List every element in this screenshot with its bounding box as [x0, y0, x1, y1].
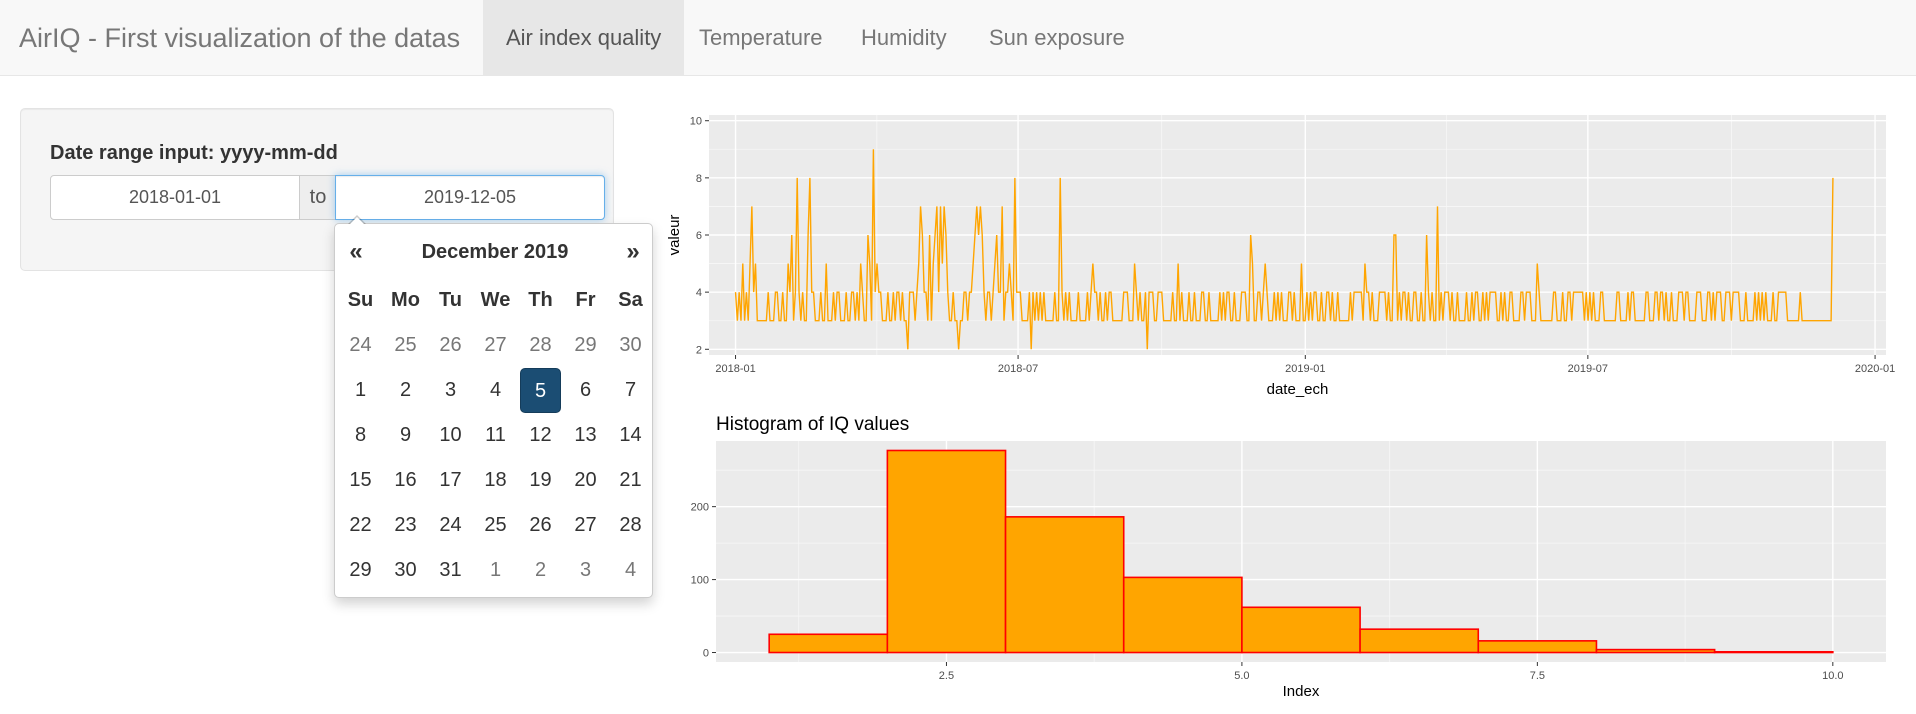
- end-date-input[interactable]: 2019-12-05: [335, 175, 605, 220]
- calendar-day-selected[interactable]: 5: [520, 368, 561, 413]
- calendar-day[interactable]: 27: [484, 334, 507, 356]
- y-tick-label: 2: [696, 344, 702, 356]
- calendar-day[interactable]: 15: [349, 469, 372, 491]
- calendar-day[interactable]: 26: [529, 514, 552, 536]
- weekday-header: We: [480, 289, 511, 311]
- calendar-day[interactable]: 7: [624, 379, 637, 401]
- date-range-separator: to: [300, 175, 336, 220]
- calendar-day[interactable]: 25: [484, 514, 507, 536]
- calendar-day[interactable]: 12: [529, 424, 552, 446]
- calendar-day[interactable]: 13: [574, 424, 597, 446]
- histogram-title: Histogram of IQ values: [716, 414, 909, 435]
- start-date-input[interactable]: 2018-01-01: [50, 175, 300, 220]
- line-chart: 2 4 6 8 10 2018-01 2018-07 2019-01 2019-07 2020-0…: [666, 115, 1895, 398]
- x-tick-label: 2019-07: [1568, 363, 1608, 375]
- tab-humidity[interactable]: Humidity: [861, 25, 947, 50]
- x-tick-label: 7.5: [1530, 670, 1545, 682]
- month-title[interactable]: December 2019: [421, 241, 569, 263]
- datepicker-dropdown: « December 2019 » Su Mo Tu We Th Fr Sa 24 25 26 27…: [334, 215, 653, 598]
- x-axis-title: date_ech: [1267, 381, 1329, 398]
- histogram-bar: [886, 449, 1007, 654]
- calendar-day[interactable]: 2: [399, 379, 412, 401]
- calendar-day[interactable]: 4: [489, 379, 502, 401]
- calendar-grid: Su Mo Tu We Th Fr Sa 24 25 26 27 28 29 30 1 2 3 4 5 6 7 8 9 10 1…: [338, 278, 651, 593]
- calendar-day[interactable]: 29: [574, 334, 597, 356]
- x-tick-label: 2020-01: [1855, 363, 1895, 375]
- x-tick-label: 2.5: [939, 670, 954, 682]
- x-tick-label: 2018-01: [715, 363, 755, 375]
- calendar-day[interactable]: 3: [579, 559, 592, 581]
- weekday-header: Th: [528, 289, 553, 311]
- datepicker-caret-inner: [349, 217, 365, 225]
- histogram-bar: [1713, 650, 1834, 654]
- calendar-day[interactable]: 9: [399, 424, 412, 446]
- tab-temperature[interactable]: Temperature: [699, 25, 823, 50]
- calendar-day[interactable]: 6: [579, 379, 592, 401]
- series-line: [734, 149, 1834, 350]
- calendar-day[interactable]: 28: [619, 514, 642, 536]
- calendar-day[interactable]: 17: [439, 469, 462, 491]
- y-tick-label: 0: [703, 648, 709, 660]
- calendar-day[interactable]: 26: [439, 334, 462, 356]
- calendar-day[interactable]: 1: [354, 379, 367, 401]
- calendar-day[interactable]: 14: [619, 424, 642, 446]
- weekday-header: Sa: [618, 289, 643, 311]
- y-tick-label: 4: [696, 287, 702, 299]
- calendar-day[interactable]: 2: [534, 559, 547, 581]
- calendar-day[interactable]: 23: [394, 514, 417, 536]
- date-range-label: Date range input: yyyy-mm-dd: [50, 142, 338, 164]
- app-title: AirIQ - First visualization of the datas: [19, 23, 461, 53]
- weekday-header: Mo: [391, 289, 420, 311]
- histogram-bar: [1241, 606, 1361, 654]
- calendar-day[interactable]: 21: [619, 469, 642, 491]
- weekday-header: Fr: [575, 289, 596, 311]
- next-month-button[interactable]: »: [626, 238, 640, 265]
- x-tick-label: 2019-01: [1285, 363, 1325, 375]
- x-tick-label: 5.0: [1234, 670, 1249, 682]
- calendar-day[interactable]: 20: [574, 469, 597, 491]
- x-axis-title: Index: [1283, 683, 1320, 700]
- calendar-day[interactable]: 4: [624, 559, 637, 581]
- histogram-bar: [1477, 640, 1598, 654]
- weekday-header: Tu: [439, 289, 462, 311]
- calendar-day[interactable]: 22: [349, 514, 372, 536]
- y-tick-label: 6: [696, 230, 702, 242]
- tab-air-index-quality[interactable]: Air index quality: [483, 0, 685, 76]
- calendar-day[interactable]: 1: [489, 559, 502, 581]
- calendar-day[interactable]: 30: [619, 334, 642, 356]
- calendar-day[interactable]: 29: [349, 559, 372, 581]
- histogram-bar: [1122, 576, 1243, 654]
- calendar-day[interactable]: 31: [439, 559, 462, 581]
- y-tick-label: 10: [690, 116, 702, 128]
- y-axis-title: valeur: [666, 215, 683, 256]
- calendar-day[interactable]: 25: [394, 334, 417, 356]
- histogram-bar: [768, 633, 889, 654]
- y-tick-label: 100: [691, 575, 709, 587]
- x-tick-label: 10.0: [1822, 670, 1843, 682]
- calendar-day[interactable]: 16: [394, 469, 417, 491]
- y-tick-label: 200: [691, 502, 709, 514]
- calendar-day[interactable]: 27: [574, 514, 597, 536]
- weekday-header: Su: [347, 289, 374, 311]
- calendar-day[interactable]: 24: [439, 514, 462, 536]
- calendar-day[interactable]: 19: [529, 469, 552, 491]
- calendar-day[interactable]: 11: [485, 424, 506, 446]
- calendar-day[interactable]: 18: [484, 469, 507, 491]
- calendar-day[interactable]: 3: [444, 379, 457, 401]
- histogram-bar: [1359, 628, 1480, 654]
- calendar-day[interactable]: 10: [439, 424, 462, 446]
- tab-sun-exposure[interactable]: Sun exposure: [989, 25, 1125, 50]
- histogram-bar: [1595, 648, 1716, 654]
- calendar-day[interactable]: 28: [529, 334, 552, 356]
- navbar: AirIQ - First visualization of the datas…: [0, 0, 1916, 76]
- histogram-chart: Histogram of IQ values 0 100 200 2.5 5.0 7.5 10…: [691, 414, 1886, 700]
- calendar-day[interactable]: 30: [394, 559, 417, 581]
- prev-month-button[interactable]: «: [349, 238, 363, 265]
- calendar-day[interactable]: 8: [354, 424, 367, 446]
- y-tick-label: 8: [696, 173, 702, 185]
- calendar-day[interactable]: 24: [349, 334, 372, 356]
- x-tick-label: 2018-07: [998, 363, 1038, 375]
- histogram-bar: [1004, 516, 1125, 654]
